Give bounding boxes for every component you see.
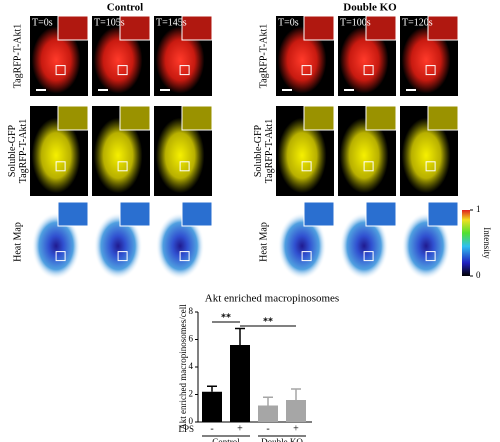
roi-box [117,251,128,262]
roi-box [363,161,374,172]
y-tick-label: 2 [189,389,194,399]
roi-box [179,161,190,172]
roi-box [179,65,190,76]
row-label: TagRFP-T-Akt1 [258,24,269,89]
inset [303,105,335,131]
cell [401,212,451,280]
time-label: T=105s [94,17,125,28]
significance-label: ** [263,316,273,327]
roi-box [55,251,66,262]
cell [339,26,389,94]
inset [57,15,89,41]
inset [427,15,459,41]
bar [286,400,306,422]
y-tick-label: 6 [189,334,194,344]
roi-box [117,161,128,172]
group-label: Control [212,437,240,442]
inset [181,15,213,41]
bar [258,405,278,422]
time-label: T=120s [402,17,433,28]
row-label: Heat Map [12,222,23,262]
roi-box [425,161,436,172]
cell [93,26,143,94]
x-tick-label: - [210,423,213,434]
bar [202,391,222,422]
cell [339,212,389,280]
roi-box [55,161,66,172]
significance-label: ** [221,312,231,323]
row-label: Heat Map [258,222,269,262]
cell [155,117,205,194]
x-axis-label: LPS [178,424,194,434]
cell [277,212,327,280]
x-tick-label: + [237,423,243,434]
cell [31,26,81,94]
y-axis-label: Akt enriched macropinosomes/cell [178,304,188,430]
cell [277,117,327,194]
group-label: Double KO [261,437,303,442]
cell [155,212,205,280]
y-tick-label: 8 [189,306,194,316]
inset [303,201,335,227]
inset [303,15,335,41]
row-label: TagRFP-T-Akt1 [264,119,275,184]
row-label: TagRFP-T-Akt1 [12,24,23,89]
cell [31,212,81,280]
x-tick-label: - [266,423,269,434]
row-label: TagRFP-T-Akt1 [18,119,29,184]
colorbar-label: 1 [476,204,481,214]
time-label: T=100s [340,17,371,28]
roi-box [301,251,312,262]
roi-box [425,65,436,76]
inset [57,105,89,131]
group-title: Control [107,2,143,14]
row-label: Soluble-GFP [7,124,18,177]
cell [93,117,143,194]
y-tick-label: 4 [189,361,194,371]
roi-box [363,251,374,262]
inset [119,105,151,131]
time-label: T=0s [32,17,53,28]
row-label: Soluble-GFP [253,124,264,177]
inset [181,105,213,131]
colorbar-label: 0 [476,270,481,280]
cell [93,212,143,280]
roi-box [301,161,312,172]
bar [230,345,250,422]
inset [365,105,397,131]
roi-box [117,65,128,76]
roi-box [363,65,374,76]
inset [365,15,397,41]
roi-box [425,251,436,262]
chart-title: Akt enriched macropinosomes [205,293,339,305]
colorbar [462,210,470,276]
cell [339,117,389,194]
cell [401,117,451,194]
cell [31,117,81,194]
roi-box [179,251,190,262]
inset [181,201,213,227]
x-tick-label: + [293,423,299,434]
inset [365,201,397,227]
cell [155,26,205,94]
time-label: T=145s [156,17,187,28]
time-label: T=0s [278,17,299,28]
cell [401,26,451,94]
inset [427,105,459,131]
roi-box [301,65,312,76]
roi-box [55,65,66,76]
y-tick-label: 0 [189,416,194,426]
colorbar-title: Intensity [482,227,492,259]
cell [277,26,327,94]
inset [119,201,151,227]
inset [119,15,151,41]
group-title: Double KO [343,2,397,14]
inset [57,201,89,227]
inset [427,201,459,227]
